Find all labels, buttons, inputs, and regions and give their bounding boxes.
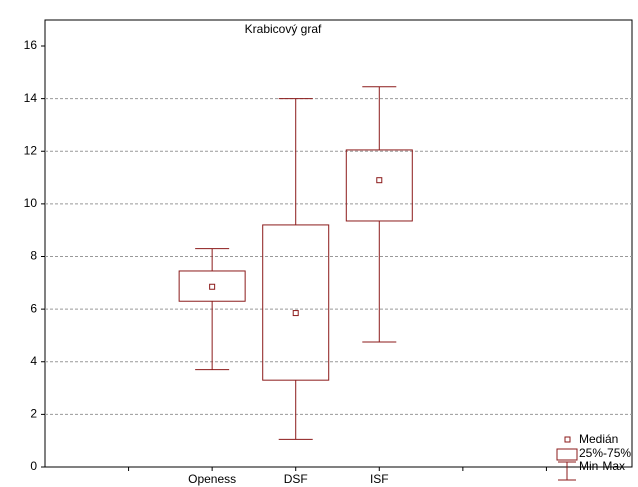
y-tick-label: 16 xyxy=(24,38,38,52)
x-tick-label: DSF xyxy=(284,472,308,486)
y-tick-label: 6 xyxy=(30,301,37,315)
y-tick-label: 2 xyxy=(30,407,37,421)
box xyxy=(345,149,413,222)
y-tick-label: 8 xyxy=(30,249,37,263)
y-tick-label: 4 xyxy=(30,354,37,368)
median xyxy=(376,177,383,184)
y-tick-label: 12 xyxy=(24,143,38,157)
x-tick-label: ISF xyxy=(370,472,389,486)
box xyxy=(262,224,330,381)
chart-title: Krabicový graf xyxy=(245,22,322,36)
legend-label: Medián xyxy=(579,432,618,446)
x-tick-label: Openess xyxy=(188,472,236,486)
median xyxy=(209,283,216,290)
box xyxy=(178,270,246,302)
plot-frame xyxy=(44,19,633,468)
legend-box-symbol xyxy=(556,448,578,461)
legend-label: Min-Max xyxy=(579,459,625,473)
y-tick-label: 0 xyxy=(30,459,37,473)
median xyxy=(292,310,299,317)
legend-median-symbol xyxy=(564,436,571,443)
y-tick-label: 10 xyxy=(24,196,38,210)
legend-label: 25%-75% xyxy=(579,446,631,460)
y-tick-label: 14 xyxy=(24,91,38,105)
